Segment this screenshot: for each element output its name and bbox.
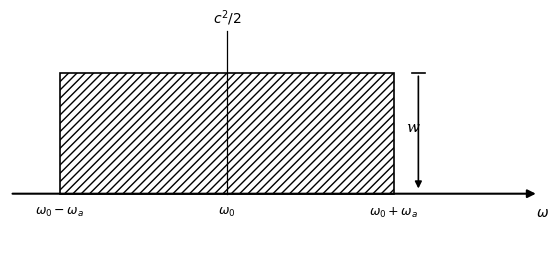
Text: $c^2/2$: $c^2/2$ — [213, 8, 241, 28]
Text: w: w — [406, 121, 419, 135]
Text: $\omega_0 + \omega_a$: $\omega_0 + \omega_a$ — [370, 206, 418, 220]
Text: $\omega$: $\omega$ — [536, 206, 550, 220]
Bar — [60, 73, 394, 194]
Text: $\omega_0 - \omega_a$: $\omega_0 - \omega_a$ — [35, 206, 84, 219]
Text: $\omega_0$: $\omega_0$ — [218, 206, 235, 219]
